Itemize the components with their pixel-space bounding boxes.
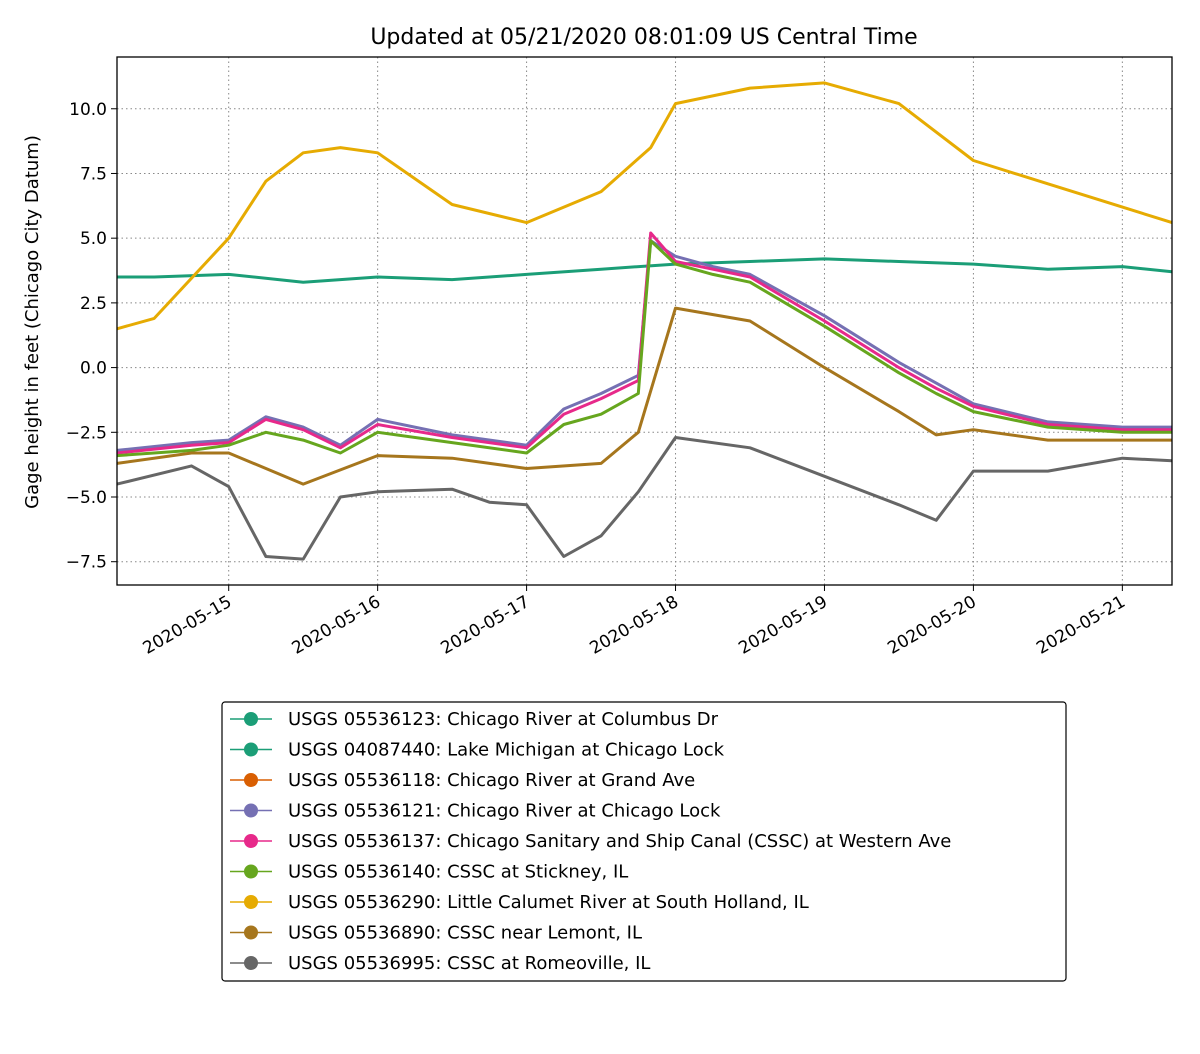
- legend-entry: USGS 05536121: Chicago River at Chicago …: [230, 801, 721, 822]
- y-tick-label: 7.5: [80, 164, 107, 184]
- y-tick-label: −5.0: [66, 488, 107, 508]
- plot-frame: [116, 56, 1173, 586]
- y-tick-label: 2.5: [80, 294, 107, 314]
- legend-entry: USGS 05536118: Chicago River at Grand Av…: [230, 770, 695, 791]
- series-line-5: [116, 239, 1172, 458]
- legend-label: USGS 04087440: Lake Michigan at Chicago …: [288, 740, 725, 761]
- series-line-7: [116, 306, 1172, 486]
- y-tick-label: 10.0: [69, 100, 107, 120]
- legend-marker: [244, 712, 258, 726]
- legend-entry: USGS 05536995: CSSC at Romeoville, IL: [230, 953, 650, 974]
- x-tick-label: 2020-05-21: [1033, 592, 1129, 659]
- legend-marker: [244, 925, 258, 940]
- y-tick-label: 0.0: [80, 359, 107, 379]
- legend-marker: [244, 834, 258, 848]
- legend-marker: [244, 773, 258, 787]
- x-tick-label: 2020-05-18: [586, 592, 682, 659]
- y-axis-ticks: −7.5 −5.0 −2.5 0.0 2.5 5.0 7.5 10.0: [66, 100, 117, 573]
- legend-entry: USGS 05536123: Chicago River at Columbus…: [230, 709, 719, 730]
- y-tick-label: −2.5: [66, 423, 107, 443]
- legend-label: USGS 05536290: Little Calumet River at S…: [288, 892, 809, 913]
- legend-marker: [244, 956, 258, 970]
- series-line-6: [116, 81, 1173, 331]
- legend-label: USGS 05536140: CSSC at Stickney, IL: [288, 862, 628, 883]
- legend-marker: [244, 895, 258, 909]
- legend-entry: USGS 05536890: CSSC near Lemont, IL: [230, 923, 642, 944]
- legend-entry: USGS 05536290: Little Calumet River at S…: [230, 892, 809, 913]
- x-tick-label: 2020-05-19: [735, 592, 831, 659]
- x-tick-label: 2020-05-16: [289, 592, 385, 659]
- series-line-0: [117, 257, 1173, 284]
- x-tick-label: 2020-05-17: [438, 592, 534, 659]
- series-lines: [116, 81, 1173, 561]
- legend-marker: [244, 864, 258, 879]
- legend-label: USGS 05536890: CSSC near Lemont, IL: [288, 923, 642, 944]
- x-tick-label: 2020-05-15: [140, 592, 236, 659]
- legend-label: USGS 05536995: CSSC at Romeoville, IL: [288, 953, 650, 974]
- y-axis-label: Gage height in feet (Chicago City Datum): [22, 135, 43, 509]
- series-line-8: [116, 436, 1173, 561]
- legend-label: USGS 05536121: Chicago River at Chicago …: [288, 801, 721, 822]
- y-tick-label: 5.0: [80, 229, 107, 249]
- chart-title: Updated at 05/21/2020 08:01:09 US Centra…: [370, 25, 917, 50]
- legend: USGS 05536123: Chicago River at Columbus…: [221, 701, 1067, 982]
- x-axis-ticks: 2020-05-15 2020-05-16 2020-05-17 2020-05-18…: [140, 585, 1129, 659]
- legend-marker: [244, 742, 258, 757]
- legend-entry: USGS 05536140: CSSC at Stickney, IL: [230, 862, 628, 883]
- legend-label: USGS 05536123: Chicago River at Columbus…: [288, 709, 719, 730]
- legend-label: USGS 05536118: Chicago River at Grand Av…: [288, 770, 695, 791]
- x-tick-label: 2020-05-20: [884, 592, 980, 659]
- legend-label: USGS 05536137: Chicago Sanitary and Ship…: [288, 831, 951, 852]
- y-tick-label: −7.5: [66, 553, 107, 573]
- legend-entry: USGS 05536137: Chicago Sanitary and Ship…: [230, 831, 951, 852]
- legend-frame: [221, 701, 1067, 982]
- legend-entry: USGS 04087440: Lake Michigan at Chicago …: [230, 740, 725, 761]
- legend-marker: [244, 803, 258, 818]
